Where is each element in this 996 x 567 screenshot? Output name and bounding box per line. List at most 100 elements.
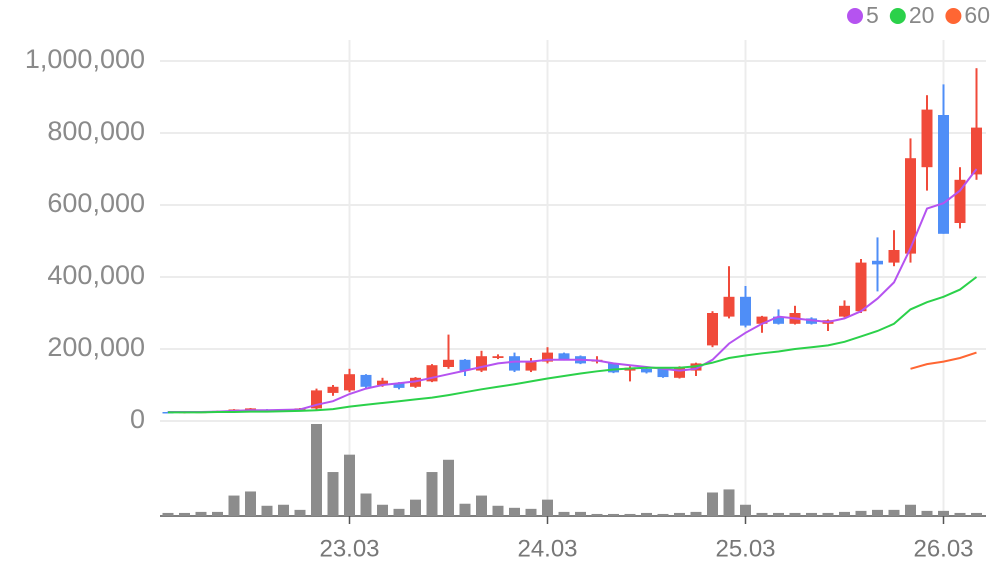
volume-bar (195, 511, 207, 516)
volume-bar (954, 512, 966, 516)
volume-bar (542, 499, 553, 516)
volume-bar (278, 504, 289, 516)
candle-body (542, 352, 553, 362)
volume-bar (426, 472, 438, 516)
volume-bar (789, 512, 801, 516)
volume-bar (872, 509, 883, 516)
volume-bar (476, 495, 487, 516)
legend-dot (945, 8, 962, 24)
candle-body (905, 158, 916, 254)
legend-label: 60 (964, 2, 990, 28)
y-tick-label: 0 (130, 404, 145, 434)
volume-bar (393, 508, 405, 516)
candle-body (641, 368, 652, 373)
volume-bar (690, 511, 702, 516)
candle-body (476, 356, 487, 371)
volume-bar (608, 513, 619, 516)
volume-bar (558, 511, 570, 516)
candle-body (525, 361, 537, 371)
candle-body (459, 359, 471, 371)
candle-body (872, 260, 883, 265)
volume-bar (806, 512, 817, 516)
volume-bar (492, 505, 504, 516)
candle-body (393, 383, 405, 388)
volume-bar (261, 505, 273, 516)
candle-body (888, 250, 900, 263)
volume-bar (179, 512, 190, 516)
candle-body (360, 374, 372, 387)
volume-bar (311, 424, 322, 516)
y-tick-label: 400,000 (47, 260, 145, 290)
candle-body (723, 296, 735, 317)
y-tick-label: 200,000 (47, 332, 145, 362)
volume-bar (575, 511, 586, 516)
volume-bar (459, 503, 471, 516)
volume-bar (228, 495, 240, 516)
volume-bar (624, 513, 636, 516)
volume-bar (212, 511, 223, 516)
volume-bar (162, 512, 174, 516)
volume-bar (509, 507, 520, 516)
x-tick-label: 23.03 (319, 535, 379, 562)
volume-bar (245, 491, 256, 516)
volume-bar (921, 510, 933, 516)
legend-dot (847, 8, 864, 24)
volume-bar (410, 499, 421, 516)
legend-label: 20 (909, 2, 935, 28)
candle-body (426, 365, 438, 382)
volume-bar (377, 504, 388, 516)
volume-bar (707, 492, 718, 516)
ma-line (168, 168, 978, 413)
candle-body (740, 296, 751, 326)
x-tick-label: 24.03 (517, 535, 577, 562)
volume-bar (888, 509, 900, 516)
ma-line (910, 351, 977, 370)
volume-bar (294, 509, 306, 516)
candle-body (707, 313, 718, 346)
candle-body (657, 368, 669, 378)
candle-body (971, 127, 982, 175)
y-tick-label: 1,000,000 (25, 44, 145, 74)
volume-bar (723, 489, 735, 516)
volume-bar (938, 510, 949, 516)
candle-body (954, 179, 966, 223)
candle-body (344, 374, 355, 391)
volume-bar (657, 513, 669, 516)
volume-bar (641, 512, 652, 516)
volume-bar (855, 510, 867, 516)
candle-body (855, 262, 867, 312)
volume-bar (905, 504, 916, 516)
x-tick-label: 26.03 (913, 535, 973, 562)
candle-body (558, 353, 570, 360)
candle-body (921, 109, 933, 168)
candle-body (327, 386, 339, 393)
legend-dot (889, 8, 906, 24)
candle-body (492, 356, 504, 358)
candle-body (756, 316, 768, 324)
candle-body (773, 316, 784, 324)
volume-bar (327, 472, 339, 516)
candle-body (608, 363, 619, 373)
candle-body (509, 356, 520, 371)
y-tick-label: 800,000 (47, 116, 145, 146)
candle-body (839, 305, 850, 317)
candle-body (938, 115, 949, 234)
volume-bar (674, 512, 685, 516)
volume-bar (822, 512, 834, 516)
volume-bar (443, 459, 454, 516)
ma-line (168, 276, 978, 414)
x-tick-label: 25.03 (715, 535, 775, 562)
volume-bar (591, 513, 603, 516)
volume-bar (756, 512, 768, 516)
legend-label: 5 (866, 2, 879, 28)
volume-bar (344, 454, 355, 516)
y-tick-label: 600,000 (47, 188, 145, 218)
volume-bar (360, 493, 372, 516)
volume-bar (740, 504, 751, 516)
candle-body (674, 367, 685, 378)
volume-bar (773, 512, 784, 516)
volume-bar (839, 511, 850, 516)
volume-bar (971, 512, 982, 516)
volume-bar (525, 508, 537, 516)
